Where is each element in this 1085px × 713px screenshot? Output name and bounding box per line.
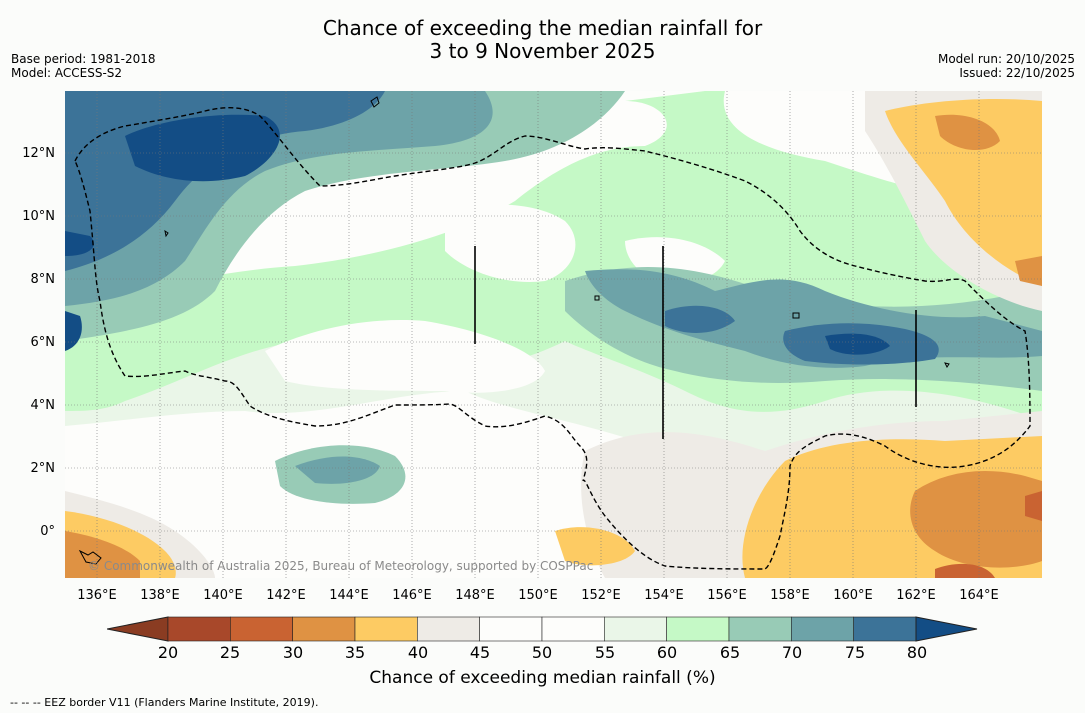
colorbar-low-extend: [107, 616, 169, 642]
colorbar-tick: 55: [594, 643, 616, 662]
colorbar-tick: 25: [219, 643, 241, 662]
colorbar-tick: 80: [906, 643, 928, 662]
contour-35-mid: [555, 527, 635, 566]
lon-tick: 154°E: [644, 588, 684, 603]
lon-tick: 152°E: [581, 588, 621, 603]
colorbar-tick: 20: [157, 643, 179, 662]
colorbar-cell: [230, 616, 293, 642]
colorbar-tick: 45: [469, 643, 491, 662]
issued-date: Issued: 22/10/2025: [959, 66, 1075, 80]
contour-80-left-mid: [65, 311, 82, 351]
colorbar-cell: [791, 616, 854, 642]
colorbar-cell: [666, 616, 730, 642]
contour-30-east2: [1015, 256, 1042, 286]
colorbar: [107, 616, 978, 642]
lat-tick: 2°N: [30, 461, 56, 476]
title-line-2: 3 to 9 November 2025: [429, 39, 656, 63]
colorbar-tick: 50: [531, 643, 553, 662]
colorbar-tick: 70: [781, 643, 803, 662]
contour-30-east: [935, 114, 1000, 151]
colorbar-cell: [541, 616, 605, 642]
base-period: Base period: 1981-2018: [11, 52, 156, 66]
eez-legend-footer: -- -- -- EEZ border V11 (Flanders Marine…: [10, 696, 319, 709]
contour-80-edge: [65, 231, 94, 256]
colorbar-cell: [604, 616, 667, 642]
lat-tick: 8°N: [30, 272, 56, 287]
colorbar-cell: [853, 616, 917, 642]
lon-tick: 158°E: [770, 588, 810, 603]
title-line-1: Chance of exceeding the median rainfall …: [322, 16, 763, 40]
lat-tick: 0°: [40, 524, 55, 539]
contour-80-west: [125, 114, 280, 182]
lat-tick: 10°N: [22, 209, 55, 224]
contour-35-east: [885, 99, 1042, 286]
eez-border: [74, 107, 1031, 570]
lon-tick: 142°E: [266, 588, 306, 603]
colorbar-high-extend: [915, 616, 978, 642]
lon-tick: 156°E: [707, 588, 747, 603]
colorbar-tick: 35: [344, 643, 366, 662]
map-svg: [65, 91, 1042, 578]
lon-tick: 144°E: [329, 588, 369, 603]
colorbar-tick: 60: [656, 643, 678, 662]
colorbar-cell: [417, 616, 480, 642]
copyright-notice: © Commonwealth of Australia 2025, Bureau…: [88, 559, 594, 573]
contour-80-center: [825, 333, 890, 355]
contour-25-southeast: [1025, 491, 1042, 521]
colorbar-tick: 75: [844, 643, 866, 662]
lon-tick: 164°E: [959, 588, 999, 603]
islands: [78, 96, 950, 565]
lon-tick: 136°E: [77, 588, 117, 603]
lon-tick: 146°E: [392, 588, 432, 603]
contour-25-south: [935, 563, 995, 578]
lon-tick: 138°E: [140, 588, 180, 603]
lon-tick: 148°E: [455, 588, 495, 603]
contour-70-south: [295, 456, 380, 484]
colorbar-cell: [292, 616, 356, 642]
colorbar-cell: [354, 616, 418, 642]
colorbar-cell: [479, 616, 543, 642]
lat-tick: 6°N: [30, 335, 56, 350]
colorbar-tick: 65: [719, 643, 741, 662]
inner-white-2: [445, 204, 576, 282]
model-run: Model run: 20/10/2025: [937, 52, 1075, 66]
lat-tick: 4°N: [30, 398, 56, 413]
colorbar-tick: 40: [407, 643, 429, 662]
contour-75-patch: [665, 305, 735, 333]
colorbar-cell: [167, 616, 231, 642]
lat-tick: 12°N: [22, 146, 55, 161]
lon-tick: 150°E: [518, 588, 558, 603]
colorbar-cell: [728, 616, 792, 642]
contour-30-southeast: [910, 471, 1042, 568]
rainfall-map: [65, 91, 1042, 578]
lon-tick: 160°E: [833, 588, 873, 603]
model-name: Model: ACCESS-S2: [11, 66, 123, 80]
colorbar-tick: 30: [282, 643, 304, 662]
colorbar-title: Chance of exceeding median rainfall (%): [369, 668, 716, 688]
contour-30-southwest: [65, 531, 140, 578]
lon-tick: 140°E: [203, 588, 243, 603]
lon-tick: 162°E: [896, 588, 936, 603]
